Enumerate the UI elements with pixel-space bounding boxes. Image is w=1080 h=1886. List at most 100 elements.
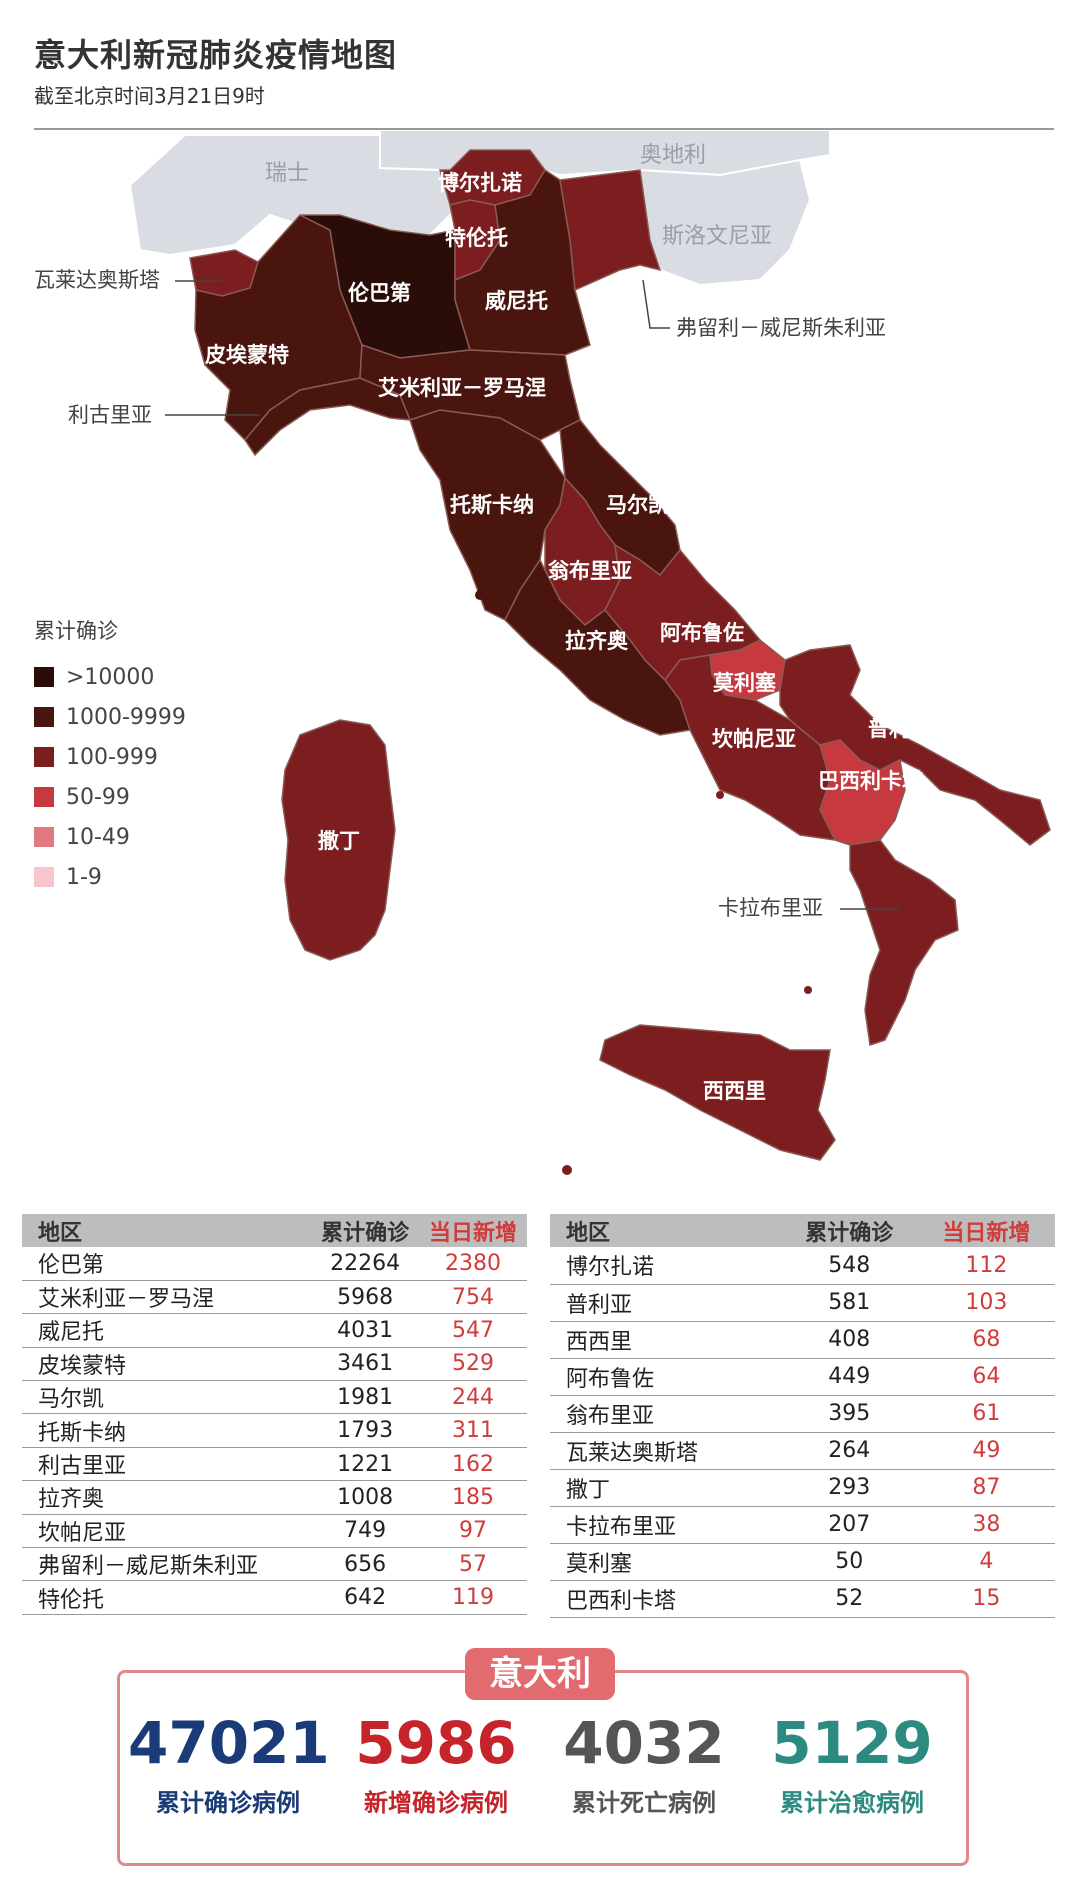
table-row: 伦巴第 22264 2380 (22, 1247, 527, 1281)
table-row: 托斯卡纳 1793 311 (22, 1413, 527, 1448)
italy-map: 瑞士 奥地利 斯洛文尼亚 博尔扎诺 特伦托 伦巴第 威尼托 皮埃蒙特 艾米利亚－… (34, 130, 1051, 1175)
legend-title: 累计确诊 (34, 619, 118, 643)
map-region-friuli (559, 169, 662, 292)
cell-region: 阿布鲁佐 (550, 1358, 781, 1396)
label-basilicata: 巴西利卡塔 (818, 769, 924, 793)
cell-total: 50 (780, 1543, 918, 1581)
label-sardegna: 撒丁 (318, 829, 360, 853)
header-total: 累计确诊 (780, 1214, 918, 1247)
capri-island (716, 791, 724, 799)
cell-region: 利古里亚 (22, 1447, 312, 1482)
header-new: 当日新增 (419, 1214, 527, 1247)
label-calabria: 卡拉布里亚 (718, 896, 823, 920)
cell-region: 卡拉布里亚 (550, 1506, 781, 1544)
cell-region: 马尔凯 (22, 1380, 312, 1415)
cell-total: 264 (780, 1432, 918, 1470)
label-piemonte: 皮埃蒙特 (205, 343, 289, 367)
table-row: 西西里 408 68 (550, 1321, 1055, 1359)
header-region: 地区 (22, 1214, 312, 1247)
table-row: 艾米利亚－罗马涅 5968 754 (22, 1280, 527, 1315)
cell-new: 311 (419, 1413, 527, 1448)
label-lazio: 拉齐奥 (565, 629, 629, 653)
cell-region: 撒丁 (550, 1469, 781, 1507)
stat-cured-label: 累计治愈病例 (780, 1788, 924, 1817)
label-valle-daosta: 瓦莱达奥斯塔 (34, 268, 160, 292)
label-switzerland: 瑞士 (265, 161, 309, 186)
title-divider (34, 128, 1054, 130)
cell-total: 449 (780, 1358, 918, 1396)
cell-new: 185 (419, 1480, 527, 1515)
table-row: 利古里亚 1221 162 (22, 1447, 527, 1482)
table-row: 莫利塞 50 4 (550, 1543, 1055, 1581)
label-marche: 马尔凯 (606, 493, 669, 517)
label-umbria: 翁布里亚 (548, 559, 632, 583)
table-row: 卡拉布里亚 207 38 (550, 1506, 1055, 1544)
stat-new-label: 新增确诊病例 (364, 1788, 508, 1817)
legend-label: 50-99 (66, 784, 130, 810)
label-friuli: 弗留利－威尼斯朱利亚 (676, 316, 886, 340)
header-region: 地区 (550, 1214, 781, 1247)
cell-region: 托斯卡纳 (22, 1413, 312, 1448)
cell-total: 1793 (311, 1413, 420, 1448)
cell-region: 瓦莱达奥斯塔 (550, 1432, 781, 1470)
cell-region: 西西里 (550, 1321, 781, 1359)
legend-label: 10-49 (66, 824, 130, 850)
cell-new: 49 (917, 1432, 1055, 1470)
map-region-sicilia (599, 1024, 836, 1161)
table-row: 威尼托 4031 547 (22, 1313, 527, 1348)
label-emilia: 艾米利亚－罗马涅 (378, 376, 546, 400)
legend-label: >10000 (66, 664, 155, 690)
stat-deaths: 4032 累计死亡病例 (544, 1710, 744, 1818)
cell-total: 3461 (311, 1347, 420, 1382)
cell-new: 244 (419, 1380, 527, 1415)
cell-total: 207 (780, 1506, 918, 1544)
cell-new: 38 (917, 1506, 1055, 1544)
legend-swatch (34, 827, 54, 847)
stat-new: 5986 新增确诊病例 (336, 1710, 536, 1818)
map-region-basilicata (819, 739, 906, 846)
legend-swatch (34, 787, 54, 807)
table-row: 马尔凯 1981 244 (22, 1380, 527, 1415)
label-lombardia: 伦巴第 (348, 281, 411, 305)
cell-region: 坎帕尼亚 (22, 1514, 312, 1549)
cell-total: 642 (311, 1580, 420, 1615)
header-new: 当日新增 (917, 1214, 1055, 1247)
label-liguria: 利古里亚 (68, 403, 152, 427)
cell-total: 749 (311, 1514, 420, 1549)
lipari-island (804, 986, 812, 994)
legend-item: 50-99 (34, 777, 186, 817)
table-row: 拉齐奥 1008 185 (22, 1480, 527, 1515)
table-row: 皮埃蒙特 3461 529 (22, 1347, 527, 1382)
cell-region: 拉齐奥 (22, 1480, 312, 1515)
legend-item: 1000-9999 (34, 697, 186, 737)
cell-new: 68 (917, 1321, 1055, 1359)
cell-new: 547 (419, 1313, 527, 1348)
stat-confirmed-value: 47021 (128, 1709, 330, 1777)
table-row: 翁布里亚 395 61 (550, 1395, 1055, 1433)
cell-new: 87 (917, 1469, 1055, 1507)
label-bolzano: 博尔扎诺 (438, 171, 522, 195)
cell-new: 754 (419, 1280, 527, 1315)
stat-confirmed: 47021 累计确诊病例 (128, 1709, 330, 1818)
label-sicilia: 西西里 (703, 1079, 766, 1103)
page-subtitle: 截至北京时间3月21日9时 (34, 84, 265, 108)
cell-total: 1008 (311, 1480, 420, 1515)
cell-total: 408 (780, 1321, 918, 1359)
stat-deaths-value: 4032 (563, 1709, 725, 1777)
cell-total: 293 (780, 1469, 918, 1507)
map-region-liguria (244, 377, 412, 457)
cell-total: 548 (780, 1247, 918, 1285)
summary-tag: 意大利 (465, 1648, 615, 1700)
slovenia-shape (639, 158, 812, 287)
table-row: 弗留利－威尼斯朱利亚 656 57 (22, 1547, 527, 1582)
label-molise: 莫利塞 (712, 671, 777, 695)
cell-region: 博尔扎诺 (550, 1247, 781, 1285)
legend-swatch (34, 667, 54, 687)
legend-label: 1-9 (66, 864, 102, 890)
cell-new: 162 (419, 1447, 527, 1482)
cell-region: 皮埃蒙特 (22, 1347, 312, 1382)
cell-region: 伦巴第 (22, 1247, 312, 1281)
stat-confirmed-label: 累计确诊病例 (156, 1788, 300, 1817)
cell-total: 5968 (311, 1280, 420, 1315)
map-region-veneto (454, 168, 591, 356)
